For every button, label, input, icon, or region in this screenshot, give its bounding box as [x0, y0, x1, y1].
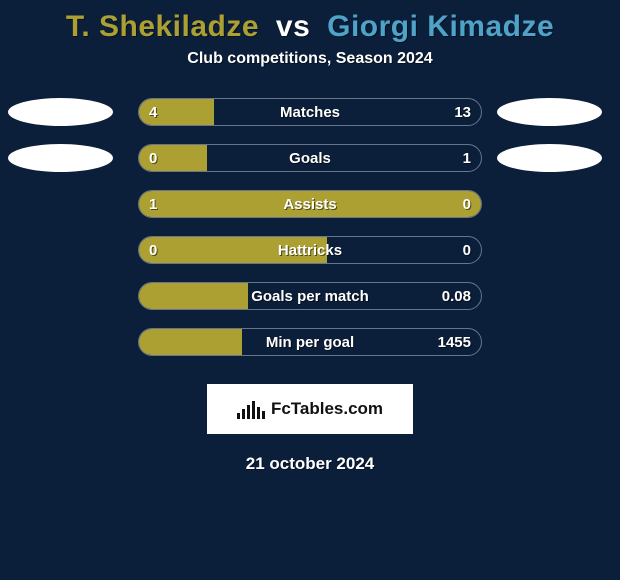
- stat-bar: Min per goal1455: [138, 328, 482, 356]
- stat-row: Matches413: [0, 98, 620, 126]
- stat-row: Goals01: [0, 144, 620, 172]
- stat-row: Assists10: [0, 190, 620, 218]
- player2-photo: [497, 98, 602, 126]
- stat-row: Hattricks00: [0, 236, 620, 264]
- fctables-logo: FcTables.com: [207, 384, 413, 434]
- stat-row: Goals per match0.08: [0, 282, 620, 310]
- stat-bar-fill: [139, 283, 248, 309]
- player1-name: T. Shekiladze: [66, 10, 259, 43]
- stat-bar-fill: [139, 145, 207, 171]
- stat-bar: Goals01: [138, 144, 482, 172]
- player1-photo: [8, 144, 113, 172]
- date-label: 21 october 2024: [0, 454, 620, 474]
- stat-value-right: 0.08: [442, 283, 471, 310]
- stat-value-right: 1455: [438, 329, 471, 356]
- stat-bar: Hattricks00: [138, 236, 482, 264]
- stat-bar: Matches413: [138, 98, 482, 126]
- player1-photo: [8, 98, 113, 126]
- stats-container: Matches413 Goals01 Assists10 Hattricks00 Goa…: [0, 98, 620, 356]
- stat-row: Min per goal1455: [0, 328, 620, 356]
- comparison-title: T. Shekiladze vs Giorgi Kimadze: [0, 0, 620, 50]
- stat-value-right: 1: [463, 145, 471, 172]
- stat-bar: Goals per match0.08: [138, 282, 482, 310]
- logo-text: FcTables.com: [271, 399, 383, 419]
- stat-bar-fill: [139, 191, 481, 217]
- stat-bar: Assists10: [138, 190, 482, 218]
- player2-photo: [497, 144, 602, 172]
- player2-name: Giorgi Kimadze: [327, 10, 554, 43]
- logo-bars-icon: [237, 399, 265, 419]
- vs-label: vs: [276, 10, 310, 43]
- stat-value-right: 13: [454, 99, 471, 126]
- stat-bar-fill: [139, 237, 327, 263]
- stat-bar-fill: [139, 99, 214, 125]
- stat-bar-fill: [139, 329, 242, 355]
- stat-value-right: 0: [463, 237, 471, 264]
- subtitle: Club competitions, Season 2024: [0, 50, 620, 68]
